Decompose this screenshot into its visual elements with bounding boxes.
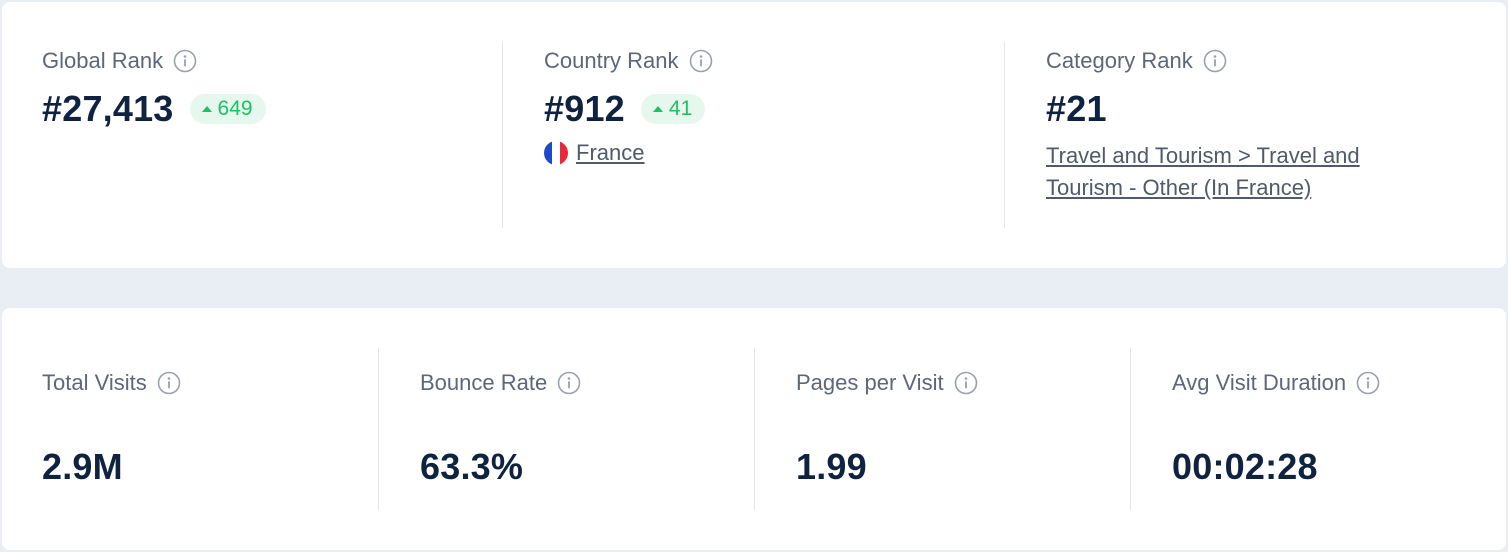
engagement-stats-card: Total Visits 2.9M Bounce Rate 63.3% Page… <box>2 308 1506 550</box>
global-rank-delta-value: 649 <box>217 97 253 120</box>
category-rank-section: Category Rank #21 Travel and Tourism > T… <box>1006 2 1506 268</box>
country-rank-value-row: #912 41 <box>544 88 706 130</box>
country-link-row: France <box>544 140 644 166</box>
category-rank-label: Category Rank <box>1046 48 1193 73</box>
global-rank-label: Global Rank <box>42 48 164 73</box>
country-rank-delta-badge: 41 <box>640 94 706 124</box>
country-rank-label-row: Country Rank <box>544 48 713 74</box>
divider <box>754 348 755 510</box>
info-circle-icon[interactable] <box>1203 49 1227 73</box>
avg-visit-duration-label-row: Avg Visit Duration <box>1172 370 1380 396</box>
country-rank-label: Country Rank <box>544 48 679 73</box>
info-circle-icon[interactable] <box>157 371 181 395</box>
info-circle-icon[interactable] <box>557 371 581 395</box>
category-link[interactable]: Travel and Tourism > Travel and Tourism … <box>1046 143 1360 200</box>
pages-per-visit-label-row: Pages per Visit <box>796 370 978 396</box>
category-rank-label-row: Category Rank <box>1046 48 1227 74</box>
triangle-up-icon <box>201 106 212 112</box>
triangle-up-icon <box>652 106 663 112</box>
divider <box>1004 42 1005 228</box>
avg-visit-duration-value: 00:02:28 <box>1172 446 1318 487</box>
total-visits-section: Total Visits 2.9M <box>2 308 378 550</box>
total-visits-label-row: Total Visits <box>42 370 181 396</box>
avg-visit-duration-label: Avg Visit Duration <box>1172 370 1347 395</box>
country-rank-delta-value: 41 <box>668 97 693 120</box>
divider <box>1130 348 1131 510</box>
bounce-rate-label: Bounce Rate <box>420 370 548 395</box>
global-rank-label-row: Global Rank <box>42 48 197 74</box>
pages-per-visit-value: 1.99 <box>796 446 867 487</box>
info-circle-icon[interactable] <box>1356 371 1380 395</box>
country-link[interactable]: France <box>576 140 645 165</box>
bounce-rate-value: 63.3% <box>420 446 524 487</box>
info-circle-icon[interactable] <box>173 49 197 73</box>
bounce-rate-section: Bounce Rate 63.3% <box>380 308 756 550</box>
divider <box>502 42 503 228</box>
divider <box>378 348 379 510</box>
category-rank-value: #21 <box>1046 88 1107 129</box>
total-visits-value: 2.9M <box>42 446 123 487</box>
pages-per-visit-section: Pages per Visit 1.99 <box>756 308 1132 550</box>
france-flag-icon <box>544 141 568 165</box>
country-rank-section: Country Rank #912 41 France <box>504 2 1004 268</box>
info-circle-icon[interactable] <box>954 371 978 395</box>
total-visits-label: Total Visits <box>42 370 147 395</box>
rank-card: Global Rank #27,413 649 Country Rank <box>2 2 1506 268</box>
pages-per-visit-label: Pages per Visit <box>796 370 944 395</box>
global-rank-value: #27,413 <box>42 88 174 129</box>
global-rank-delta-badge: 649 <box>189 94 266 124</box>
country-rank-value: #912 <box>544 88 625 129</box>
bounce-rate-label-row: Bounce Rate <box>420 370 581 396</box>
global-rank-section: Global Rank #27,413 649 <box>2 2 502 268</box>
avg-visit-duration-section: Avg Visit Duration 00:02:28 <box>1132 308 1506 550</box>
global-rank-value-row: #27,413 649 <box>42 88 266 130</box>
info-circle-icon[interactable] <box>689 49 713 73</box>
